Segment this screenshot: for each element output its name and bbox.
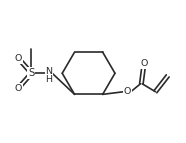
Text: O: O	[15, 54, 22, 63]
Text: H: H	[46, 76, 52, 84]
Text: N: N	[46, 67, 52, 76]
Text: O: O	[140, 59, 148, 68]
Text: O: O	[124, 87, 131, 96]
Text: S: S	[28, 68, 35, 78]
Text: O: O	[15, 84, 22, 93]
